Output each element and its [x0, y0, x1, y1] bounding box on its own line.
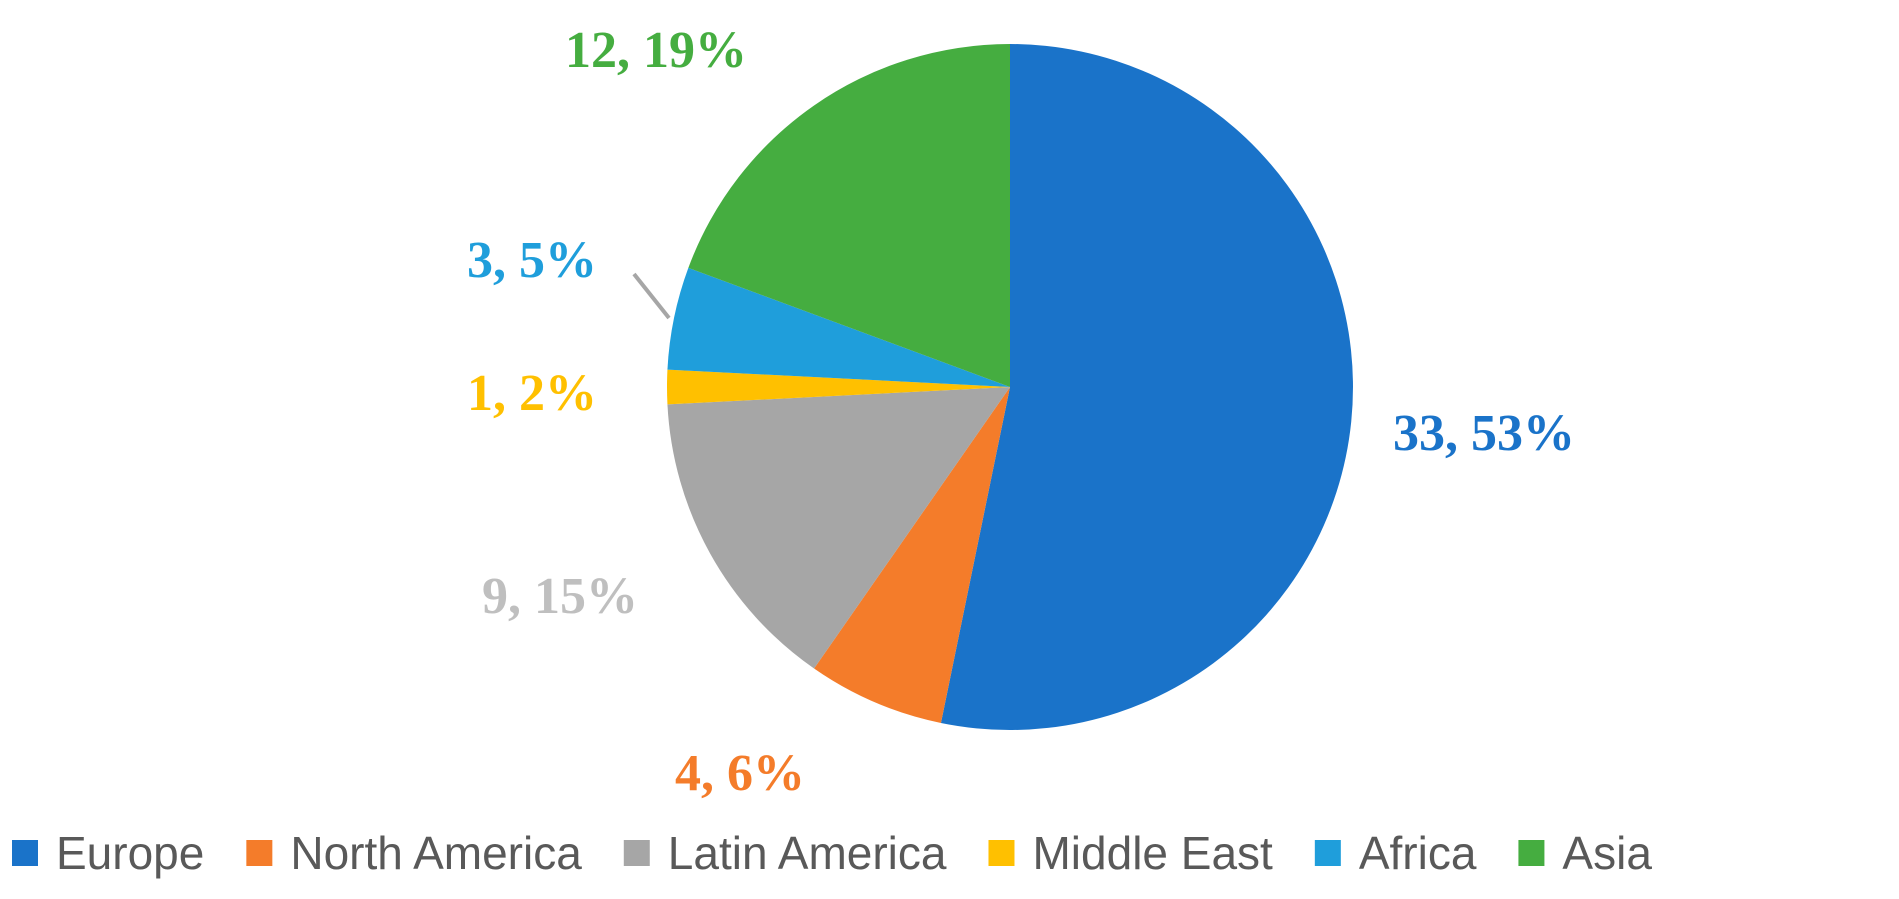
- data-label-north-america: 4, 6%: [675, 745, 805, 802]
- legend-swatch-asia: [1518, 840, 1545, 866]
- legend-swatch-middle-east: [988, 840, 1015, 866]
- pie-slice-north-america: [814, 387, 1010, 723]
- legend-swatch-latin-america: [623, 840, 650, 866]
- data-label-latin-america: 9, 15%: [482, 568, 638, 625]
- data-label-middle-east: 1, 2%: [467, 365, 597, 422]
- pie-slice-latin-america: [667, 387, 1010, 669]
- legend-label-africa: Africa: [1359, 827, 1477, 879]
- legend-label-asia: Asia: [1562, 827, 1652, 879]
- data-label-asia: 12, 19%: [565, 22, 747, 79]
- legend-label-middle-east: Middle East: [1032, 827, 1273, 879]
- legend-label-north-america: North America: [290, 827, 582, 879]
- leader-line-africa: [632, 272, 671, 320]
- legend-swatch-north-america: [246, 840, 273, 866]
- data-label-europe: 33, 53%: [1393, 405, 1575, 462]
- data-label-africa: 3, 5%: [467, 232, 597, 289]
- legend-label-europe: Europe: [56, 827, 204, 879]
- legend-label-latin-america: Latin America: [668, 827, 947, 879]
- leader-lines: [632, 272, 671, 320]
- data-labels: 33, 53% 4, 6% 9, 15% 1, 2% 3, 5% 12, 19%: [467, 22, 1575, 802]
- pie-slice-europe: [940, 44, 1353, 731]
- pie-slice-middle-east: [666, 369, 1010, 405]
- legend-swatch-africa: [1314, 840, 1341, 866]
- legend: Europe North America Latin America Middle E…: [12, 827, 1652, 879]
- pie-slice-asia: [688, 44, 1010, 387]
- pie-slices: [666, 44, 1353, 731]
- pie-slice-africa: [667, 267, 1010, 387]
- legend-swatch-europe: [12, 840, 38, 866]
